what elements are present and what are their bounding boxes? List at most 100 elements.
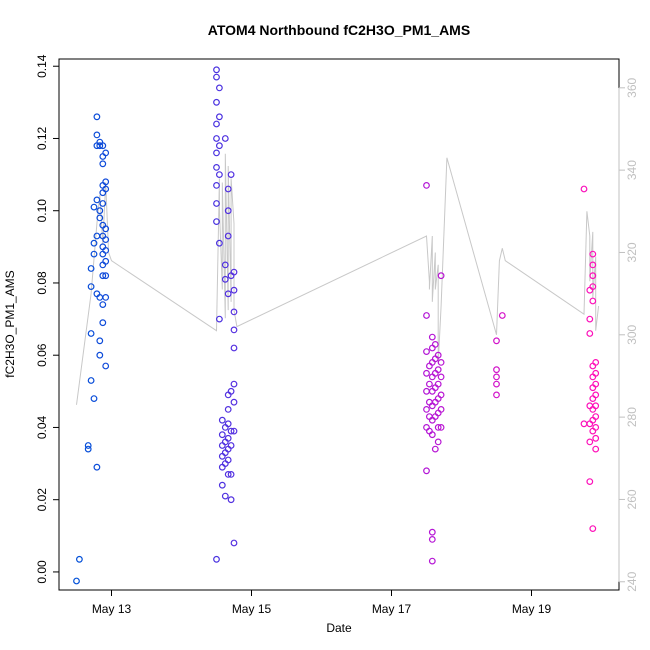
data-point <box>428 333 436 341</box>
right-axis-series-line <box>76 153 600 405</box>
data-point <box>218 452 226 460</box>
data-point <box>592 359 600 366</box>
data-point <box>84 442 92 449</box>
data-point <box>586 438 594 446</box>
data-point <box>99 301 107 309</box>
data-point <box>102 178 110 186</box>
data-point <box>93 232 101 240</box>
data-point <box>224 434 232 442</box>
data-point <box>493 380 500 388</box>
data-point <box>423 467 430 475</box>
data-point <box>99 319 107 327</box>
y-tick-label: 0.12 <box>35 126 49 150</box>
data-point <box>428 528 436 536</box>
data-point <box>437 359 445 366</box>
data-point <box>423 348 430 356</box>
data-point <box>230 268 238 276</box>
data-point <box>213 66 220 74</box>
data-point <box>90 250 98 258</box>
right-tick-label: 340 <box>625 160 639 180</box>
data-point <box>215 171 223 179</box>
data-point <box>102 185 110 193</box>
data-point <box>224 185 232 193</box>
data-point <box>215 142 223 150</box>
data-point <box>73 577 80 585</box>
data-point <box>423 312 430 319</box>
data-point <box>437 373 445 381</box>
data-point <box>221 275 229 283</box>
data-point <box>428 373 436 381</box>
data-point <box>437 272 445 280</box>
data-point <box>428 431 436 439</box>
y-tick-label: 0.02 <box>35 488 49 512</box>
data-point <box>426 380 433 388</box>
data-point <box>431 341 439 348</box>
data-point <box>230 380 238 388</box>
y-tick-label: 0.04 <box>35 415 49 439</box>
data-point <box>589 525 597 532</box>
data-point <box>213 120 220 128</box>
data-point <box>227 427 235 435</box>
data-point <box>423 387 430 395</box>
data-point <box>586 420 594 428</box>
data-point <box>87 330 95 337</box>
data-point <box>213 200 220 207</box>
data-point <box>96 142 104 150</box>
data-point <box>592 434 600 442</box>
data-point <box>230 326 238 334</box>
data-point <box>230 344 238 352</box>
data-point <box>580 420 588 428</box>
data-point <box>99 200 107 207</box>
data-point <box>87 377 95 384</box>
data-point <box>423 181 430 189</box>
data-point <box>99 160 107 168</box>
plot-frame <box>58 58 620 591</box>
data-point <box>431 445 439 453</box>
y-axis-label: fC2H3O_PM1_AMS <box>3 270 17 377</box>
data-point <box>227 471 235 478</box>
data-point <box>213 181 220 189</box>
data-point <box>434 424 442 431</box>
y-tick-label: 0.00 <box>35 560 49 584</box>
data-point <box>434 351 442 359</box>
data-point <box>102 236 110 244</box>
data-point <box>227 387 235 395</box>
data-point <box>218 416 226 424</box>
y-axis: 0.00 0.02 0.04 0.06 0.08 0.10 0.12 0.14 <box>35 54 60 584</box>
right-tick-label: 240 <box>625 571 639 591</box>
data-point <box>213 555 220 563</box>
data-point <box>589 261 597 269</box>
data-point <box>592 402 600 410</box>
data-point <box>96 351 104 359</box>
data-point <box>592 413 600 421</box>
data-point <box>93 196 101 204</box>
data-point <box>102 225 110 233</box>
data-point <box>213 73 220 81</box>
data-point <box>224 207 232 215</box>
data-point <box>224 232 232 240</box>
data-point <box>224 471 232 478</box>
data-point <box>218 442 226 449</box>
x-tick-label: May 13 <box>92 602 132 616</box>
right-tick-label: 260 <box>625 489 639 509</box>
data-point <box>90 203 98 211</box>
data-point <box>221 261 229 269</box>
x-tick-label: May 15 <box>232 602 272 616</box>
data-point <box>230 427 238 435</box>
data-point <box>102 272 110 280</box>
data-point <box>586 330 594 337</box>
y-tick-label: 0.14 <box>35 54 49 78</box>
data-point <box>224 290 232 298</box>
data-point <box>586 478 594 486</box>
data-point <box>428 387 436 395</box>
data-point <box>437 406 445 413</box>
data-point <box>423 369 430 377</box>
data-point <box>592 424 600 431</box>
data-point <box>215 113 223 121</box>
data-point <box>428 557 436 565</box>
right-tick-label: 320 <box>625 242 639 262</box>
scatter-points <box>73 66 600 585</box>
data-point <box>93 131 101 139</box>
data-point <box>586 315 594 323</box>
data-point <box>213 135 220 142</box>
